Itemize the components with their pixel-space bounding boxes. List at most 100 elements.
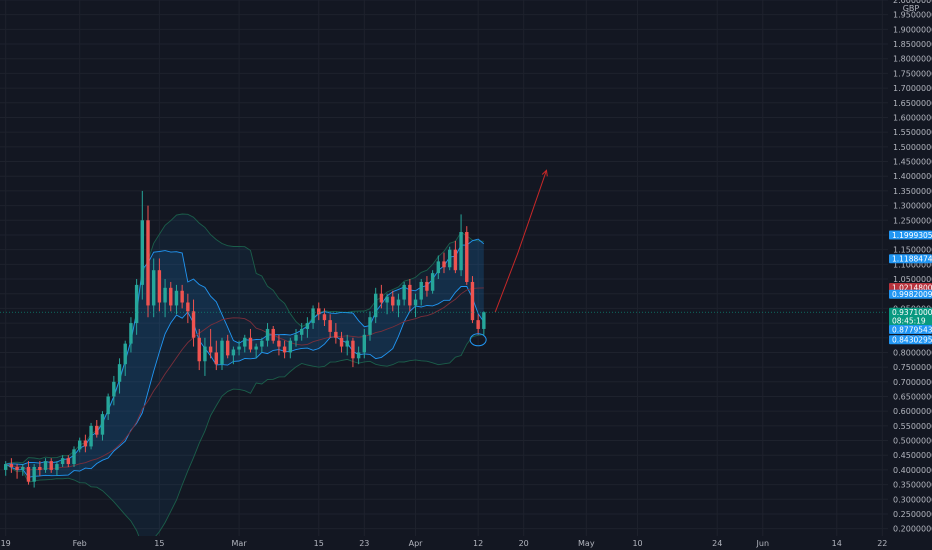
price-tick-label: 1.30000000 — [893, 202, 932, 211]
price-tick-label: 1.50000000 — [893, 143, 932, 152]
price-tag-label: 0.84302950 — [892, 336, 932, 345]
candle-body — [49, 461, 53, 470]
candle-body — [123, 343, 127, 365]
candle-body — [89, 425, 93, 447]
candle-body — [60, 458, 65, 465]
candle-body — [38, 466, 42, 470]
candle-body — [237, 346, 241, 350]
price-tick-label: 1.60000000 — [893, 113, 932, 122]
candle-body — [476, 320, 480, 329]
time-axis[interactable]: 19 Feb 15 Mar 15 23 Apr 12 20 May 10 24 Jun 14 22 — [1, 539, 888, 548]
candle-body — [95, 425, 99, 435]
candle-body — [356, 352, 361, 359]
price-tag — [889, 283, 932, 293]
candle-body — [470, 281, 475, 321]
candle-body — [385, 296, 389, 303]
price-tick-label: 0.35000000 — [893, 481, 932, 490]
price-tag-label: 0.87795437 — [892, 325, 932, 334]
candle-body — [311, 308, 315, 324]
price-tick-label: 1.75000000 — [893, 69, 932, 78]
price-tick-label: 0.65000000 — [893, 392, 932, 401]
price-tick-label: 1.10000000 — [893, 260, 932, 269]
candle-body — [174, 290, 179, 306]
candle-body — [271, 328, 275, 341]
price-tick-label: 0.55000000 — [893, 422, 932, 431]
candles — [3, 190, 487, 488]
candle-body — [77, 440, 82, 450]
time-tick-label: 19 — [1, 539, 11, 548]
price-tick-label: 0.25000000 — [893, 510, 932, 519]
price-tick-label: 1.70000000 — [893, 84, 932, 93]
candle-body — [339, 337, 344, 347]
time-tick-label: 14 — [832, 539, 842, 548]
candle-body — [345, 340, 349, 347]
price-tick-label: 0.70000000 — [893, 378, 932, 387]
candle-body — [180, 290, 184, 303]
time-tick-label: 24 — [712, 539, 722, 548]
grid-lines — [0, 0, 888, 536]
candle-body — [100, 414, 105, 435]
time-tick-label: Feb — [73, 539, 87, 548]
price-tick-label: 1.95000000 — [893, 11, 932, 20]
candle-body — [134, 284, 139, 324]
candle-body — [203, 346, 207, 362]
time-tick-label: Apr — [409, 539, 424, 548]
price-tick-label: 1.25000000 — [893, 216, 932, 225]
candle-body — [243, 337, 247, 347]
bollinger-bands — [5, 213, 485, 546]
candle-body — [9, 464, 14, 467]
candle-body — [322, 314, 327, 321]
price-tag-label: 1.11884745 — [892, 255, 932, 264]
currency-label: GBP — [903, 4, 920, 13]
price-tick-label: 0.40000000 — [893, 466, 932, 475]
price-tick-label: 1.65000000 — [893, 99, 932, 108]
candle-body — [317, 308, 321, 315]
candle-body — [140, 220, 145, 285]
time-tick-label: Mar — [232, 539, 248, 548]
candle-body — [442, 261, 446, 268]
candle-body — [419, 281, 423, 300]
candle-body — [362, 334, 367, 353]
price-tag — [889, 307, 932, 326]
candle-body — [368, 317, 372, 335]
time-tick-label: 20 — [519, 539, 529, 548]
candle-body — [299, 328, 304, 335]
candle-body — [43, 461, 48, 470]
price-tick-label: 1.40000000 — [893, 172, 932, 181]
candle-body — [294, 334, 298, 341]
candle-body — [288, 340, 293, 353]
outer-band-fill — [5, 214, 484, 545]
candle-body — [220, 340, 224, 365]
candle-body — [447, 249, 452, 268]
candle-body — [391, 296, 395, 306]
candle-body — [436, 261, 441, 274]
price-tag-label: 1.19993050 — [892, 231, 932, 240]
candle-body — [214, 352, 219, 365]
middle-band — [5, 287, 484, 471]
price-tick-label: 0.20000000 — [893, 525, 932, 534]
candle-body — [402, 284, 406, 300]
price-tag — [889, 230, 932, 240]
time-tick-label: 23 — [359, 539, 369, 548]
price-tick-label: 2.00000000 — [893, 0, 932, 5]
candle-body — [191, 311, 196, 338]
price-tick-label: 0.50000000 — [893, 437, 932, 446]
candle-body — [106, 396, 110, 415]
price-tick-label: 1.55000000 — [893, 128, 932, 137]
price-tick-label: 1.80000000 — [893, 55, 932, 64]
candle-body — [425, 281, 429, 291]
time-tick-label: 15 — [154, 539, 164, 548]
candle-body — [146, 220, 150, 306]
candle-body — [453, 249, 458, 271]
price-tag — [889, 335, 932, 345]
price-tick-label: 1.35000000 — [893, 187, 932, 196]
low-marker-circle — [469, 333, 487, 347]
time-tick-label: Jun — [756, 539, 770, 548]
candle-body — [305, 323, 310, 329]
price-tick-label: 1.90000000 — [893, 25, 932, 34]
candle-body — [112, 381, 116, 397]
candle-body — [197, 337, 201, 362]
time-tick-label: 10 — [632, 539, 642, 548]
